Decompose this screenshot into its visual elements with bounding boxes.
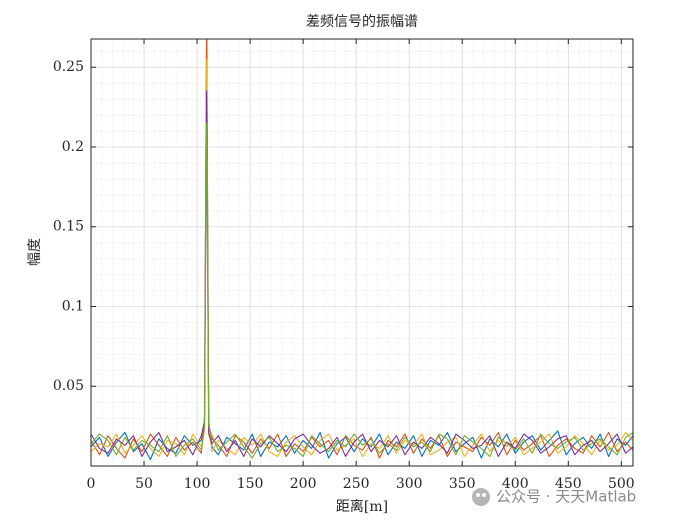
x-tick-label: 0 <box>87 476 96 492</box>
watermark-logo <box>472 488 490 506</box>
y-tick-label: 0.05 <box>53 378 84 394</box>
y-tick-label: 0.25 <box>53 59 84 75</box>
watermark: 公众号 · 天天Matlab <box>496 488 636 506</box>
series-line <box>91 90 633 457</box>
series-line <box>91 58 633 457</box>
x-tick-label: 350 <box>449 476 476 492</box>
y-tick-label: 0.2 <box>62 139 84 155</box>
x-tick-label: 250 <box>343 476 370 492</box>
x-tick-label: 100 <box>184 476 211 492</box>
x-tick-label: 500 <box>608 476 635 492</box>
minor-grid <box>91 39 633 466</box>
x-axis-label: 距离[m] <box>336 498 388 515</box>
y-axis-label: 幅度 <box>27 238 43 266</box>
x-tick-label: 450 <box>555 476 582 492</box>
chart-title: 差频信号的振幅谱 <box>306 14 418 30</box>
x-tick-label: 300 <box>396 476 423 492</box>
series-line <box>91 39 633 461</box>
series-line <box>91 122 633 459</box>
y-tick-label: 0.1 <box>62 298 84 314</box>
x-tick-label: 200 <box>290 476 317 492</box>
axes-box <box>90 38 634 467</box>
x-tick-label: 150 <box>237 476 264 492</box>
plot-lines <box>91 39 633 461</box>
y-tick-label: 0.15 <box>53 219 84 235</box>
x-tick-label: 50 <box>135 476 153 492</box>
x-tick-label: 400 <box>502 476 529 492</box>
